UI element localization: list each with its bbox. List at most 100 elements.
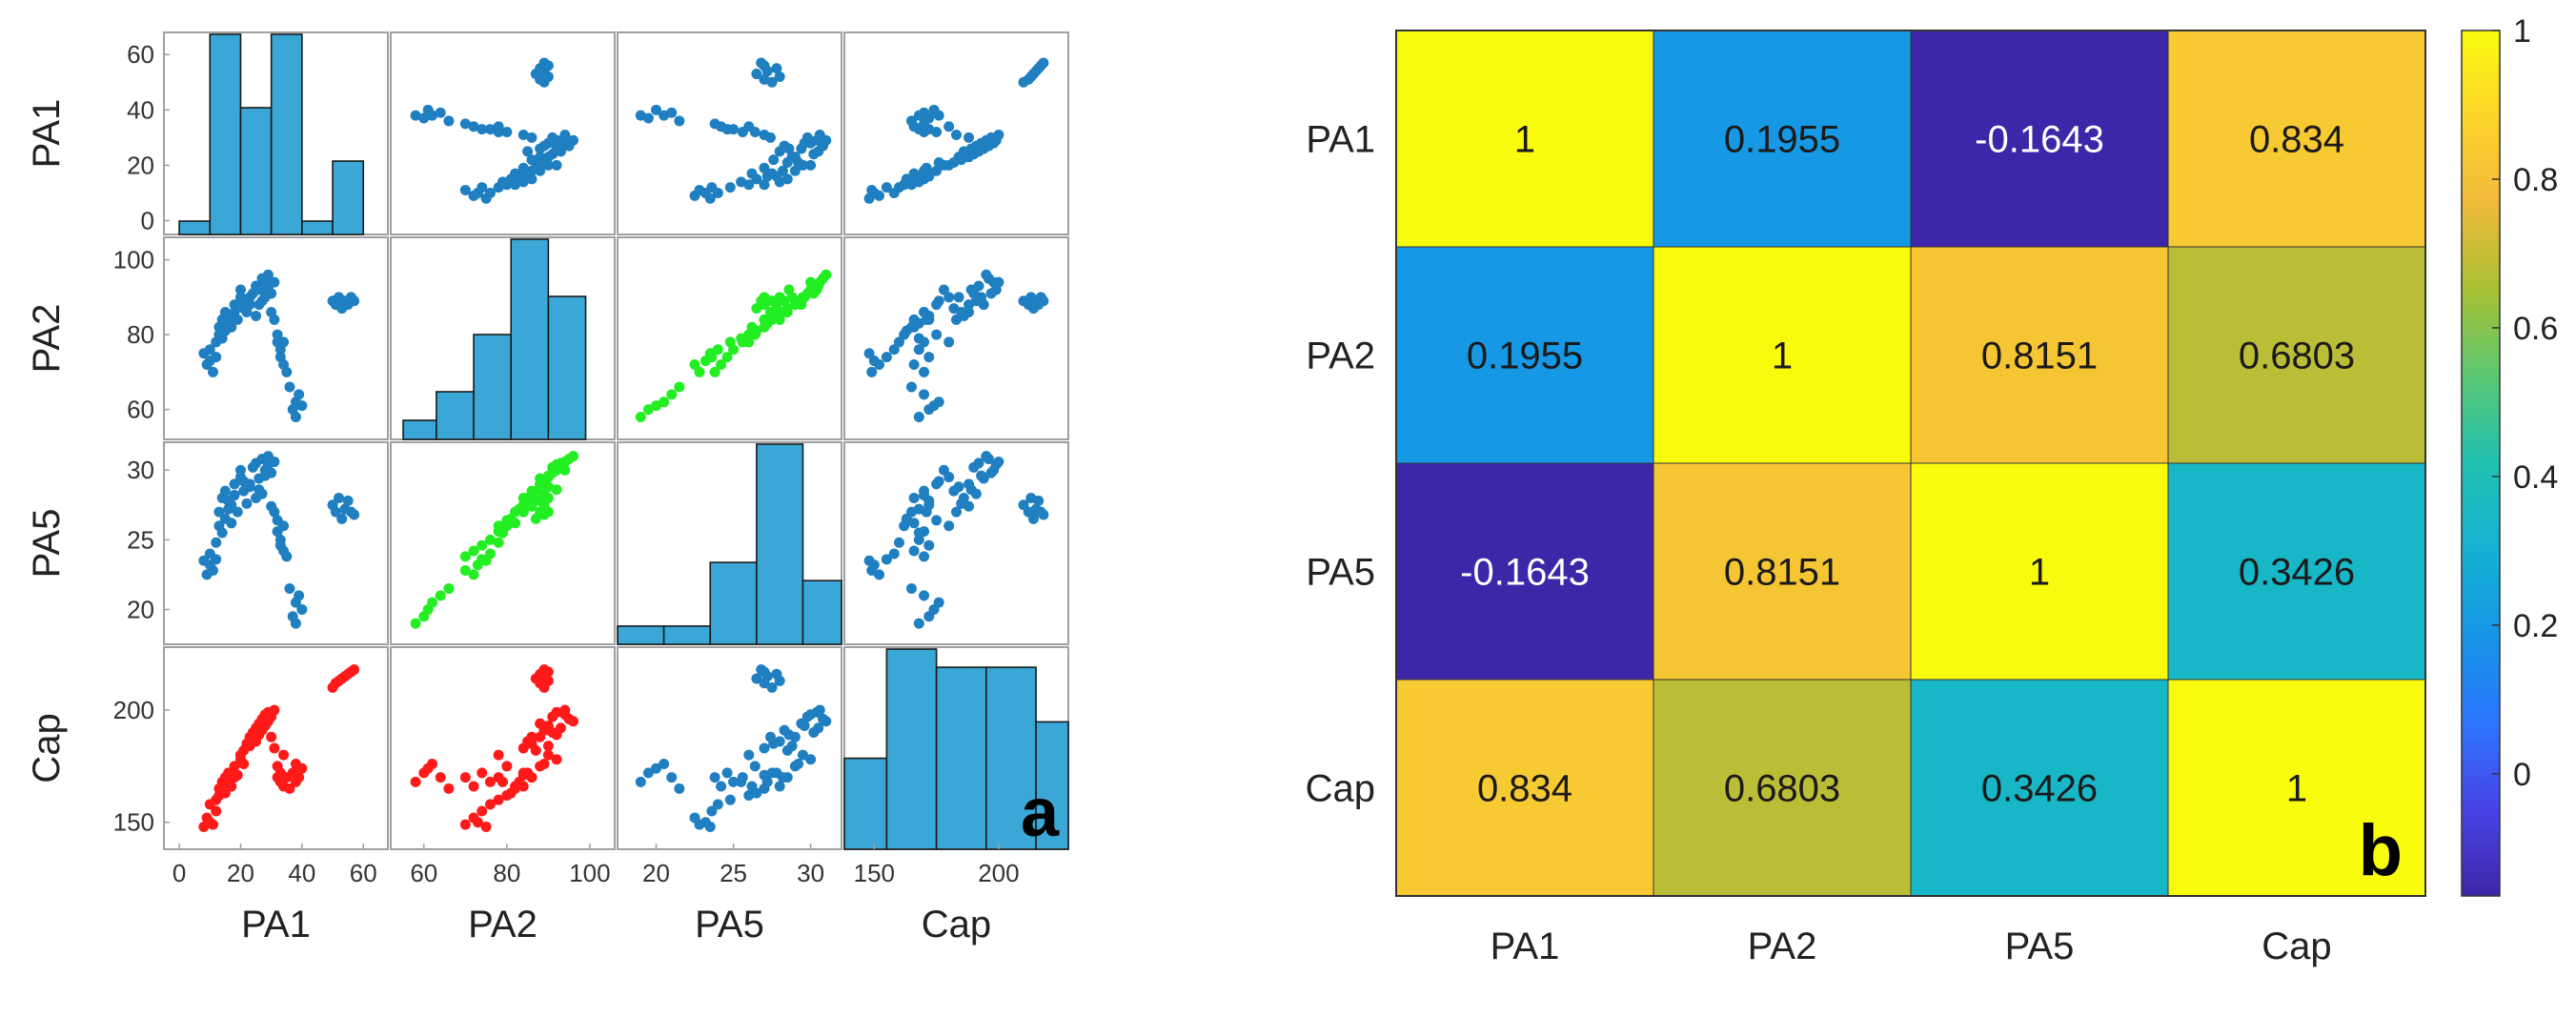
scatter-point [484,799,496,810]
colorbar [2461,30,2501,897]
scatter-point [1038,509,1049,520]
scatter-point [234,464,246,476]
panel-label-a: a [1021,775,1060,851]
histogram-bar [209,33,242,235]
scatter-point [921,314,932,325]
scatter-point [764,307,776,318]
scatter-point [418,112,430,124]
scatter-point [1038,295,1049,307]
scatter-point [777,772,788,783]
scatter-point [410,776,421,787]
scatter-point [349,295,360,307]
scatter-point [866,366,878,377]
scatter-point [931,515,943,526]
scatter-point [526,731,538,742]
heatmap-cell-label: 0.3426 [2239,552,2355,594]
scatter-point [443,783,455,794]
scatter-point [931,329,943,340]
histogram-bar [709,561,758,645]
cell-frame [843,441,1069,645]
scatter-point [743,749,755,761]
heatmap-cell-label: 0.834 [1477,768,1572,810]
x-tick-label: 200 [978,859,1019,887]
scatter-point [893,537,904,548]
scatter-point [333,492,344,503]
scatter-point [933,156,944,168]
scatter-point [893,336,904,348]
heatmap-cell-pa5-pa2 [1653,462,1912,681]
scatter-point [477,182,488,193]
scatter-point [779,724,790,736]
colorbar-tick-label: 0.4 [2513,459,2558,496]
scatter-point [435,772,446,783]
x-tick-label: 30 [797,859,824,887]
y-tick-label: 80 [127,320,154,349]
scatter-point [443,583,455,595]
heatmap-cell-label: 0.6803 [1724,768,1840,810]
histogram-bar [1035,721,1069,850]
matrix-cell-pa1-pa5 [617,31,842,235]
scatter-point [477,767,488,779]
histogram-bar [301,220,334,235]
scatter-point [219,787,231,799]
scatter-point [913,344,924,356]
scatter-point [923,539,935,551]
heatmap-row-label: PA2 [1306,336,1375,377]
scatter-point [801,711,813,722]
x-tick-label: 25 [720,859,747,887]
scatter-point [993,129,1004,140]
histogram-bar [270,33,303,235]
x-tick-label: 80 [493,859,520,887]
scatter-point [269,704,280,716]
scatter-point [801,132,813,143]
correlation-heatmap-panel: 1 0.1955 -0.1643 0.834 0.1955 1 0.8151 0.6803 -0… [1306,13,2559,967]
x-tick-label: 20 [227,859,254,887]
scatter-point [659,758,670,769]
matrix-cell-pa5-cap [843,441,1069,645]
scatter-point [410,618,421,629]
scatter-point [232,314,243,325]
scatter-point [694,819,705,830]
y-tick-label: 60 [127,396,154,424]
scatter-point [226,518,237,529]
scatter-point [743,121,755,132]
x-tick-label: 100 [569,859,610,887]
scatter-point [510,781,521,792]
scatter-point [706,805,718,817]
scatter-point [913,618,924,629]
scatter-point [774,310,785,321]
colorbar-tick-label: 0 [2513,757,2531,793]
y-tick-label: 0 [141,206,154,234]
heatmap-cell-label: 1 [1514,119,1535,161]
scatter-point [913,534,924,545]
x-tick-label: 20 [642,859,670,887]
heatmap-cell-label: 0.1955 [1467,336,1583,377]
scatter-point [786,741,798,752]
scatter-point [547,711,558,722]
scatter-point [793,758,804,769]
scatter-point [459,551,471,562]
scatter-point [551,484,562,496]
scatter-point [213,506,225,518]
heatmap-cell-label: 0.6803 [2239,336,2355,377]
scatter-point [779,140,790,152]
scatter-point [219,485,231,497]
scatter-point [789,165,801,176]
scatter-point [278,336,290,348]
scatter-point [526,772,538,783]
scatter-point [943,336,955,348]
scatter-point [538,509,550,520]
scatter-point [805,276,817,288]
scatter-point [906,381,917,393]
scatter-point [746,781,758,792]
scatter-point [716,358,727,370]
scatter-point [349,664,360,676]
scatter-point [919,590,930,601]
scatter-point [435,590,446,601]
scatter-point [866,185,878,196]
scatter-point [635,411,646,422]
y-tick-label: 20 [127,595,154,623]
scatter-point [764,731,776,742]
scatter-point [284,783,295,794]
